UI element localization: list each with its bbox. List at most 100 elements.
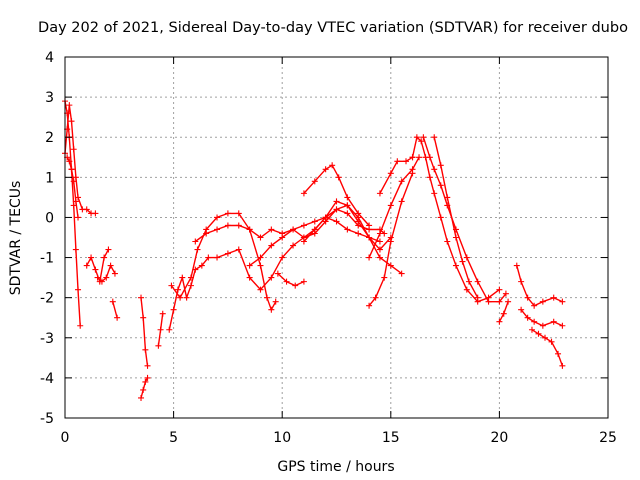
- data-point: [257, 254, 264, 261]
- data-point: [235, 210, 242, 217]
- data-point: [205, 254, 212, 261]
- data-point: [528, 326, 535, 333]
- data-point: [524, 314, 531, 321]
- data-point: [381, 274, 388, 281]
- data-point: [114, 314, 121, 321]
- data-point: [70, 146, 77, 153]
- data-point: [68, 166, 75, 173]
- series-track-u-line: [422, 136, 507, 303]
- data-point: [138, 394, 145, 401]
- data-point: [437, 162, 444, 169]
- data-point: [92, 210, 99, 217]
- grid-layer: [65, 57, 608, 418]
- series-track-y-line: [520, 309, 563, 327]
- series-track-h-line: [140, 377, 149, 399]
- data-point: [550, 294, 557, 301]
- data-point: [257, 262, 264, 269]
- data-point: [140, 314, 147, 321]
- y-tick-label: -2: [40, 291, 54, 307]
- data-point: [311, 218, 318, 225]
- data-point: [111, 270, 118, 277]
- data-point: [437, 182, 444, 189]
- data-point: [177, 294, 184, 301]
- data-point: [192, 238, 199, 245]
- series-layer: [62, 98, 566, 401]
- y-axis-label: SDTVAR / TECUs: [8, 181, 24, 296]
- data-point: [103, 274, 110, 281]
- data-point: [505, 298, 512, 305]
- data-point: [72, 246, 79, 253]
- y-tick-label: 3: [45, 90, 54, 106]
- data-point: [431, 134, 438, 141]
- data-point: [513, 262, 520, 269]
- data-point: [77, 322, 84, 329]
- data-point: [366, 222, 373, 229]
- data-point: [66, 158, 73, 165]
- data-point: [72, 198, 79, 205]
- y-tick-label: 1: [45, 170, 54, 186]
- data-point: [257, 286, 264, 293]
- data-point: [376, 246, 383, 253]
- data-point: [72, 174, 79, 181]
- data-point: [311, 226, 318, 233]
- x-tick-label: 15: [382, 430, 400, 446]
- data-point: [550, 318, 557, 325]
- data-point: [246, 262, 253, 269]
- data-point: [539, 322, 546, 329]
- data-point: [465, 278, 472, 285]
- data-point: [452, 234, 459, 241]
- y-tick-label: -1: [40, 251, 54, 267]
- data-point: [403, 158, 410, 165]
- data-point: [333, 206, 340, 213]
- data-point: [420, 134, 427, 141]
- data-point: [138, 294, 145, 301]
- data-point: [70, 202, 77, 209]
- data-point: [496, 318, 503, 325]
- data-point: [394, 158, 401, 165]
- data-point: [224, 222, 231, 229]
- data-point: [94, 274, 101, 281]
- y-tick-label: -5: [40, 411, 54, 427]
- data-point: [500, 310, 507, 317]
- data-point: [548, 338, 555, 345]
- data-point: [83, 206, 90, 213]
- data-point: [542, 334, 549, 341]
- data-point: [157, 326, 164, 333]
- data-point: [187, 282, 194, 289]
- series-track-x-line: [516, 265, 563, 307]
- data-point: [344, 194, 351, 201]
- data-point: [344, 226, 351, 233]
- data-point: [531, 318, 538, 325]
- data-point: [463, 286, 470, 293]
- data-point: [431, 166, 438, 173]
- data-point: [485, 298, 492, 305]
- data-point: [366, 302, 373, 309]
- data-point: [531, 302, 538, 309]
- data-point: [194, 246, 201, 253]
- data-point: [83, 262, 90, 269]
- data-point: [502, 290, 509, 297]
- data-point: [142, 346, 149, 353]
- series-track-n-line: [277, 273, 305, 287]
- y-tick-label: -3: [40, 331, 54, 347]
- data-point: [170, 306, 177, 313]
- data-point: [290, 242, 297, 249]
- data-point: [235, 246, 242, 253]
- data-point: [539, 298, 546, 305]
- data-point: [300, 238, 307, 245]
- data-point: [257, 234, 264, 241]
- series-track-r-line: [368, 173, 414, 307]
- data-point: [335, 174, 342, 181]
- y-tick-label: 4: [45, 50, 54, 66]
- data-point: [68, 118, 75, 125]
- data-point: [246, 274, 253, 281]
- data-point: [290, 226, 297, 233]
- data-point: [268, 306, 275, 313]
- x-axis-label: GPS time / hours: [277, 459, 394, 475]
- data-point: [174, 286, 181, 293]
- data-point: [559, 362, 566, 369]
- x-tick-label: 25: [599, 430, 617, 446]
- data-point: [300, 222, 307, 229]
- data-point: [203, 230, 210, 237]
- series-track-o-line: [303, 164, 370, 226]
